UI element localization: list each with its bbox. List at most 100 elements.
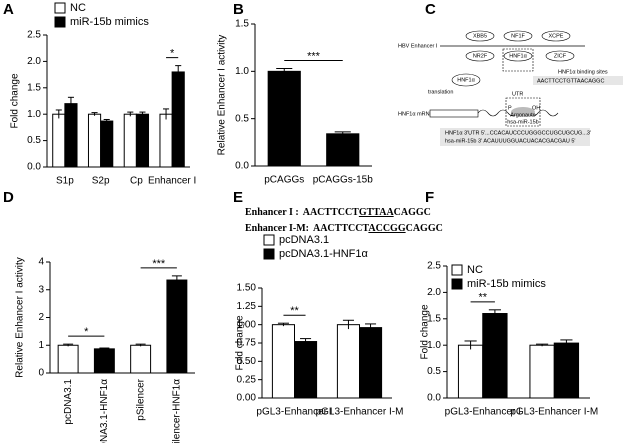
y-tick-label: 0.50 bbox=[237, 356, 257, 367]
sig-label: ** bbox=[478, 292, 487, 304]
panel-label: E bbox=[233, 189, 243, 206]
panel-label: A bbox=[3, 1, 14, 18]
y-tick-label: 4 bbox=[38, 257, 44, 268]
bar bbox=[100, 120, 114, 168]
y-tick-label: 0 bbox=[38, 368, 44, 379]
panel-label: D bbox=[3, 189, 14, 206]
pair-2: hsa-miR-15b 3' ACAUUUGGUACUACACGACGAU 5' bbox=[445, 138, 575, 144]
y-tick-label: 1 bbox=[38, 340, 44, 351]
y-tick-label: 1.0 bbox=[427, 340, 441, 351]
y-tick-label: 0.5 bbox=[427, 366, 441, 377]
bar bbox=[159, 113, 173, 168]
bar bbox=[482, 313, 508, 399]
utr: UTR bbox=[512, 91, 523, 97]
y-tick-label: 2 bbox=[38, 312, 44, 323]
y-axis-title: Relative Enhancer I activity bbox=[15, 257, 26, 378]
sig-label: * bbox=[170, 48, 175, 60]
sig-label: ** bbox=[290, 305, 299, 317]
sequence-part: CAGGC bbox=[394, 207, 431, 218]
legend-swatch bbox=[451, 278, 463, 290]
bar bbox=[359, 327, 383, 399]
y-tick-label: 1.25 bbox=[237, 301, 257, 312]
factor bbox=[541, 30, 571, 42]
sequence: Enhancer I : AACTTCCTGTTAACAGGC bbox=[245, 207, 431, 218]
pair-1: HNF1α 3'UTR 5'...CCACAUCCCUGGGCCUGCUGCUG… bbox=[445, 130, 591, 136]
factor bbox=[545, 50, 575, 62]
factor bbox=[503, 30, 533, 42]
factor-label: NR2F bbox=[473, 53, 488, 59]
y-axis-title: Fold change bbox=[420, 304, 431, 359]
factor-label: ZICF bbox=[554, 53, 567, 59]
bar bbox=[294, 341, 318, 399]
y-tick-label: 0.5 bbox=[235, 113, 249, 124]
factor bbox=[503, 50, 533, 62]
x-tick-label: pCAGGs bbox=[264, 175, 304, 186]
x-tick-label: pcDNA3.1 bbox=[63, 379, 74, 425]
y-axis-title: Fold change bbox=[235, 315, 246, 370]
bar bbox=[326, 133, 360, 167]
bar bbox=[123, 113, 137, 168]
protein-label: HNF1α bbox=[457, 77, 475, 83]
y-tick-label: 0.5 bbox=[27, 135, 41, 146]
x-tick-label: pCAGGs-15b bbox=[313, 175, 373, 186]
x-tick-label: S2p bbox=[92, 176, 110, 187]
sequence-part: ACCGG bbox=[368, 223, 405, 234]
enhancer-label: HBV Enhancer I bbox=[398, 43, 438, 49]
bar bbox=[267, 70, 301, 167]
x-tick-label: pcDNA3.1-HNF1α bbox=[99, 379, 110, 443]
bar bbox=[135, 113, 150, 168]
legend-label: pcDNA3.1-HNF1α bbox=[279, 248, 369, 260]
bar bbox=[166, 279, 188, 374]
bar bbox=[336, 324, 360, 399]
y-tick-label: 0.0 bbox=[427, 393, 441, 404]
bar bbox=[457, 344, 484, 399]
y-tick-label: 1.5 bbox=[27, 82, 41, 93]
bar bbox=[171, 71, 185, 168]
bar bbox=[64, 103, 78, 168]
sequence-name: Enhancer I-M: bbox=[245, 223, 309, 234]
x-tick-label: pGL3-Enhancer I bbox=[445, 407, 521, 418]
x-tick-label: pGL3-Enhancer I-M bbox=[510, 407, 598, 418]
y-axis-title: Fold change bbox=[10, 73, 21, 128]
bar bbox=[52, 113, 66, 168]
sig-label: *** bbox=[152, 258, 166, 270]
factor bbox=[465, 50, 495, 62]
protein bbox=[451, 73, 481, 87]
y-tick-label: 1.0 bbox=[235, 66, 249, 77]
y-tick-label: 0.0 bbox=[235, 161, 249, 172]
y-tick-label: 0.00 bbox=[237, 393, 257, 404]
x-tick-label: pSilencer bbox=[135, 378, 146, 420]
x-tick-label: pGL3-Enhancer I-M bbox=[316, 407, 404, 418]
x-tick-label: Cp bbox=[130, 176, 143, 187]
panel-label: B bbox=[233, 1, 244, 18]
translation: translation bbox=[428, 89, 453, 95]
sig-label: * bbox=[84, 326, 89, 338]
bar bbox=[87, 113, 102, 168]
bar bbox=[93, 348, 115, 374]
bar bbox=[130, 344, 152, 374]
mrna bbox=[429, 109, 479, 118]
x-tick-label: Enhancer I bbox=[148, 176, 196, 187]
x-tick-label: pSilencer-HNF1α bbox=[172, 379, 183, 443]
box bbox=[502, 48, 534, 72]
pair-bg bbox=[440, 128, 590, 146]
y-tick-label: 2.5 bbox=[427, 261, 441, 272]
bar bbox=[553, 342, 580, 399]
bar bbox=[529, 344, 555, 399]
seq-bg bbox=[533, 76, 623, 85]
legend-label: NC bbox=[467, 264, 483, 276]
y-tick-label: 3 bbox=[38, 284, 44, 295]
sequence: Enhancer I-M: AACTTCCTACCGGCAGGC bbox=[245, 223, 443, 234]
y-tick-label: 1.50 bbox=[237, 283, 257, 294]
factor-label: XCPE bbox=[549, 33, 564, 39]
legend-swatch bbox=[263, 234, 275, 246]
box bbox=[505, 97, 541, 127]
y-axis-title: Relative Enhancer I activity bbox=[217, 35, 228, 156]
factor-label: XBB5 bbox=[473, 33, 487, 39]
factor-label: HNF1α bbox=[509, 53, 527, 59]
x-tick-label: S1p bbox=[56, 176, 74, 187]
binding-seq: AACTTCCTGTTAACAGGC bbox=[537, 78, 604, 84]
y-tick-label: 1.5 bbox=[427, 313, 441, 324]
mirna-label: hsa-miR-15b bbox=[507, 119, 538, 125]
legend-label: miR-15b mimics bbox=[467, 278, 546, 290]
